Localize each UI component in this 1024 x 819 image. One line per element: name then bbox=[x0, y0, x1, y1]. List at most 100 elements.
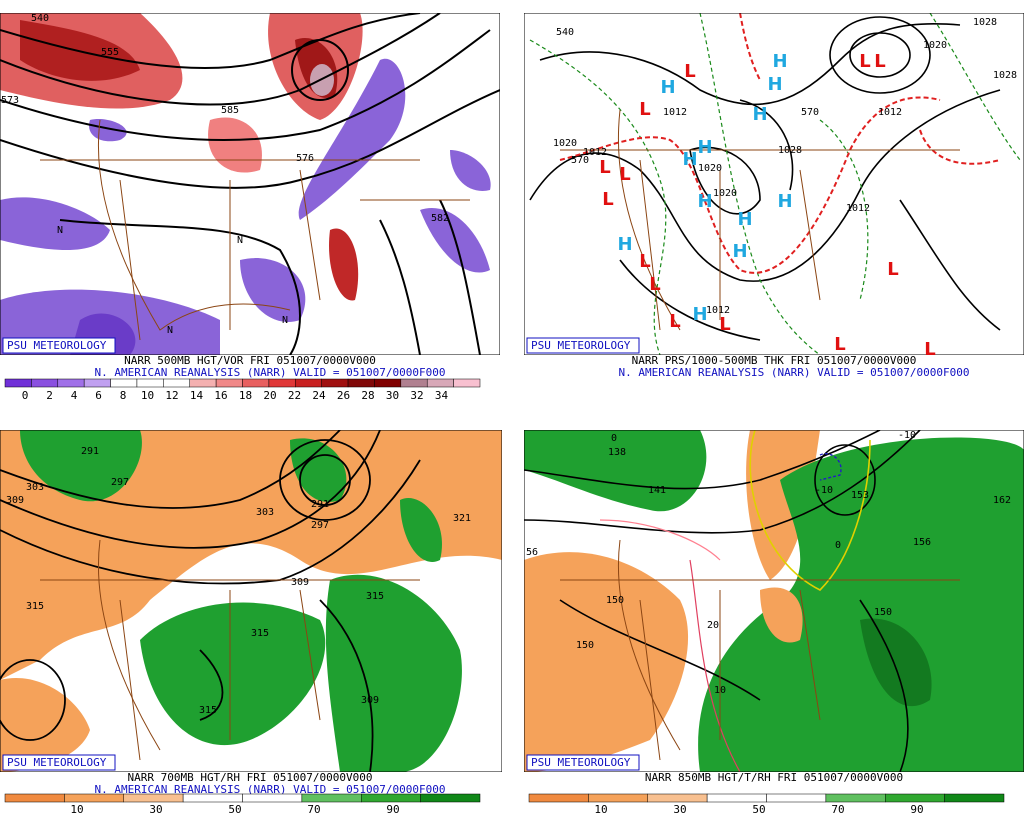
contour-label: 309 bbox=[6, 495, 24, 506]
subcaption: N. AMERICAN REANALYSIS (NARR) VALID = 05… bbox=[95, 783, 446, 796]
colorbar-swatch bbox=[944, 793, 1005, 803]
contour-label: 303 bbox=[26, 482, 44, 493]
pressure-center: H bbox=[732, 241, 747, 262]
labels-layer: PSU METEOROLOGY NARR 500MB HGT/VOR FRI 05… bbox=[1, 13, 1017, 816]
contour-label: 315 bbox=[366, 591, 384, 602]
colorbar-swatch bbox=[825, 793, 886, 803]
pressure-center: L bbox=[924, 339, 935, 360]
contour-label: -10 bbox=[815, 485, 833, 496]
pressure-center: L bbox=[834, 334, 845, 355]
colorbar-swatch bbox=[4, 793, 65, 803]
contour-label: 0 bbox=[835, 540, 841, 551]
colorbar-label: 10 bbox=[594, 803, 607, 816]
rh850-map bbox=[524, 430, 1024, 772]
colorbar-swatch bbox=[400, 378, 428, 388]
colorbar-swatch bbox=[136, 378, 164, 388]
contour-label: 315 bbox=[26, 601, 44, 612]
colorbar-label: 4 bbox=[71, 389, 78, 402]
colorbar-swatch bbox=[885, 793, 945, 803]
pressure-center: L bbox=[887, 259, 898, 280]
map-panel: PSU METEOROLOGY NARR 500MB HGT/VOR FRI 05… bbox=[1, 13, 481, 402]
badge-box bbox=[526, 754, 640, 771]
contour-label: 321 bbox=[453, 513, 471, 524]
contour-label: -10 bbox=[898, 430, 916, 441]
contour-label: 1012 bbox=[878, 107, 902, 118]
contour-label: 10 bbox=[714, 685, 726, 696]
pressure-center: H bbox=[692, 304, 707, 325]
contour-label: 153 bbox=[851, 490, 869, 501]
colorbar-swatch bbox=[64, 793, 124, 803]
colorbar-swatch bbox=[588, 793, 648, 803]
contour-label: 1020 bbox=[713, 188, 737, 199]
contour-label: N bbox=[57, 225, 63, 236]
badge-text: PSU METEOROLOGY bbox=[531, 339, 631, 352]
contour-label: 309 bbox=[291, 577, 309, 588]
pressure-center: L bbox=[684, 61, 695, 82]
colorbar-label: 14 bbox=[190, 389, 204, 402]
rh700-map bbox=[0, 430, 502, 772]
contour-label: 297 bbox=[311, 520, 329, 531]
colorbar-label: 34 bbox=[435, 389, 449, 402]
colorbar-label: 32 bbox=[410, 389, 423, 402]
colorbar-swatch bbox=[321, 378, 349, 388]
contour-label: 1012 bbox=[706, 305, 730, 316]
badge-text: PSU METEOROLOGY bbox=[7, 339, 107, 352]
contour-label: 540 bbox=[31, 13, 49, 24]
subcaption: N. AMERICAN REANALYSIS (NARR) VALID = 05… bbox=[619, 366, 970, 379]
contour-label: N bbox=[237, 235, 243, 246]
pressure-center: H bbox=[682, 149, 697, 170]
contour-label: 573 bbox=[1, 95, 19, 106]
colorbar-label: 2 bbox=[46, 389, 53, 402]
colorbar-label: 10 bbox=[141, 389, 154, 402]
contour-label: 1020 bbox=[698, 163, 722, 174]
contour-label: 1020 bbox=[553, 138, 577, 149]
colorbar-label: 50 bbox=[228, 803, 241, 816]
contour-label: N bbox=[282, 315, 288, 326]
colorbar-swatch bbox=[242, 378, 270, 388]
pressure-center: L bbox=[649, 274, 660, 295]
contour-label: 1012 bbox=[846, 203, 870, 214]
pressure-center: L bbox=[874, 51, 885, 72]
colorbar-swatch bbox=[420, 793, 481, 803]
colorbar-swatch bbox=[301, 793, 362, 803]
colorbar-label: 90 bbox=[910, 803, 923, 816]
pressure-center: H bbox=[767, 74, 782, 95]
pressure-center: L bbox=[639, 99, 650, 120]
colorbar-label: 10 bbox=[70, 803, 83, 816]
colorbar-swatch bbox=[347, 378, 375, 388]
pressure-center: H bbox=[617, 234, 632, 255]
pressure-center: L bbox=[619, 164, 630, 185]
colorbar-swatch bbox=[361, 793, 421, 803]
colorbar-label: 16 bbox=[214, 389, 227, 402]
vorticity-map bbox=[0, 13, 500, 355]
colorbar-swatch bbox=[766, 793, 827, 803]
colorbar-label: 12 bbox=[165, 389, 178, 402]
colorbar-label: 18 bbox=[239, 389, 252, 402]
contour-label: 20 bbox=[707, 620, 719, 631]
contour-label: 315 bbox=[251, 628, 269, 639]
contour-label: 56 bbox=[526, 547, 538, 558]
colorbar-swatch bbox=[57, 378, 85, 388]
badge-text: PSU METEOROLOGY bbox=[7, 756, 107, 769]
pressure-center: H bbox=[660, 77, 675, 98]
contour-label: 150 bbox=[576, 640, 594, 651]
pressure-center: H bbox=[752, 104, 767, 125]
contour-label: 1012 bbox=[663, 107, 687, 118]
contour-label: 297 bbox=[111, 477, 129, 488]
colorbar-swatch bbox=[123, 793, 184, 803]
contour-label: 1028 bbox=[973, 17, 997, 28]
colorbar-swatch bbox=[242, 793, 303, 803]
colorbar-swatch bbox=[163, 378, 190, 388]
colorbar-label: 50 bbox=[752, 803, 765, 816]
caption: NARR 700MB HGT/RH FRI 051007/0000V000 bbox=[127, 771, 372, 784]
colorbar-label: 20 bbox=[263, 389, 276, 402]
colorbar-swatch bbox=[647, 793, 708, 803]
contour-label: 582 bbox=[431, 213, 449, 224]
contour-label: 162 bbox=[993, 495, 1011, 506]
colorbar-label: 30 bbox=[386, 389, 399, 402]
colorbar-swatch bbox=[268, 378, 296, 388]
contour-label: 540 bbox=[556, 27, 574, 38]
colorbar-label: 6 bbox=[95, 389, 102, 402]
caption: NARR 500MB HGT/VOR FRI 051007/0000V000 bbox=[124, 354, 376, 367]
pressure-center: H bbox=[777, 191, 792, 212]
